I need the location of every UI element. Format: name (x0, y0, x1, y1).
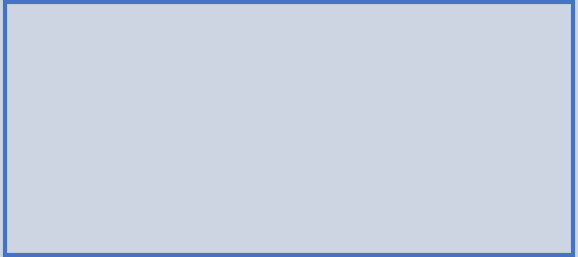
Text: Input: Input (62, 233, 97, 245)
Text: Threshold = 0.5: Threshold = 0.5 (301, 233, 407, 245)
Text: Threshold = 0.75: Threshold = 0.75 (438, 233, 553, 245)
Text: Threshold = 0.25: Threshold = 0.25 (155, 233, 270, 245)
